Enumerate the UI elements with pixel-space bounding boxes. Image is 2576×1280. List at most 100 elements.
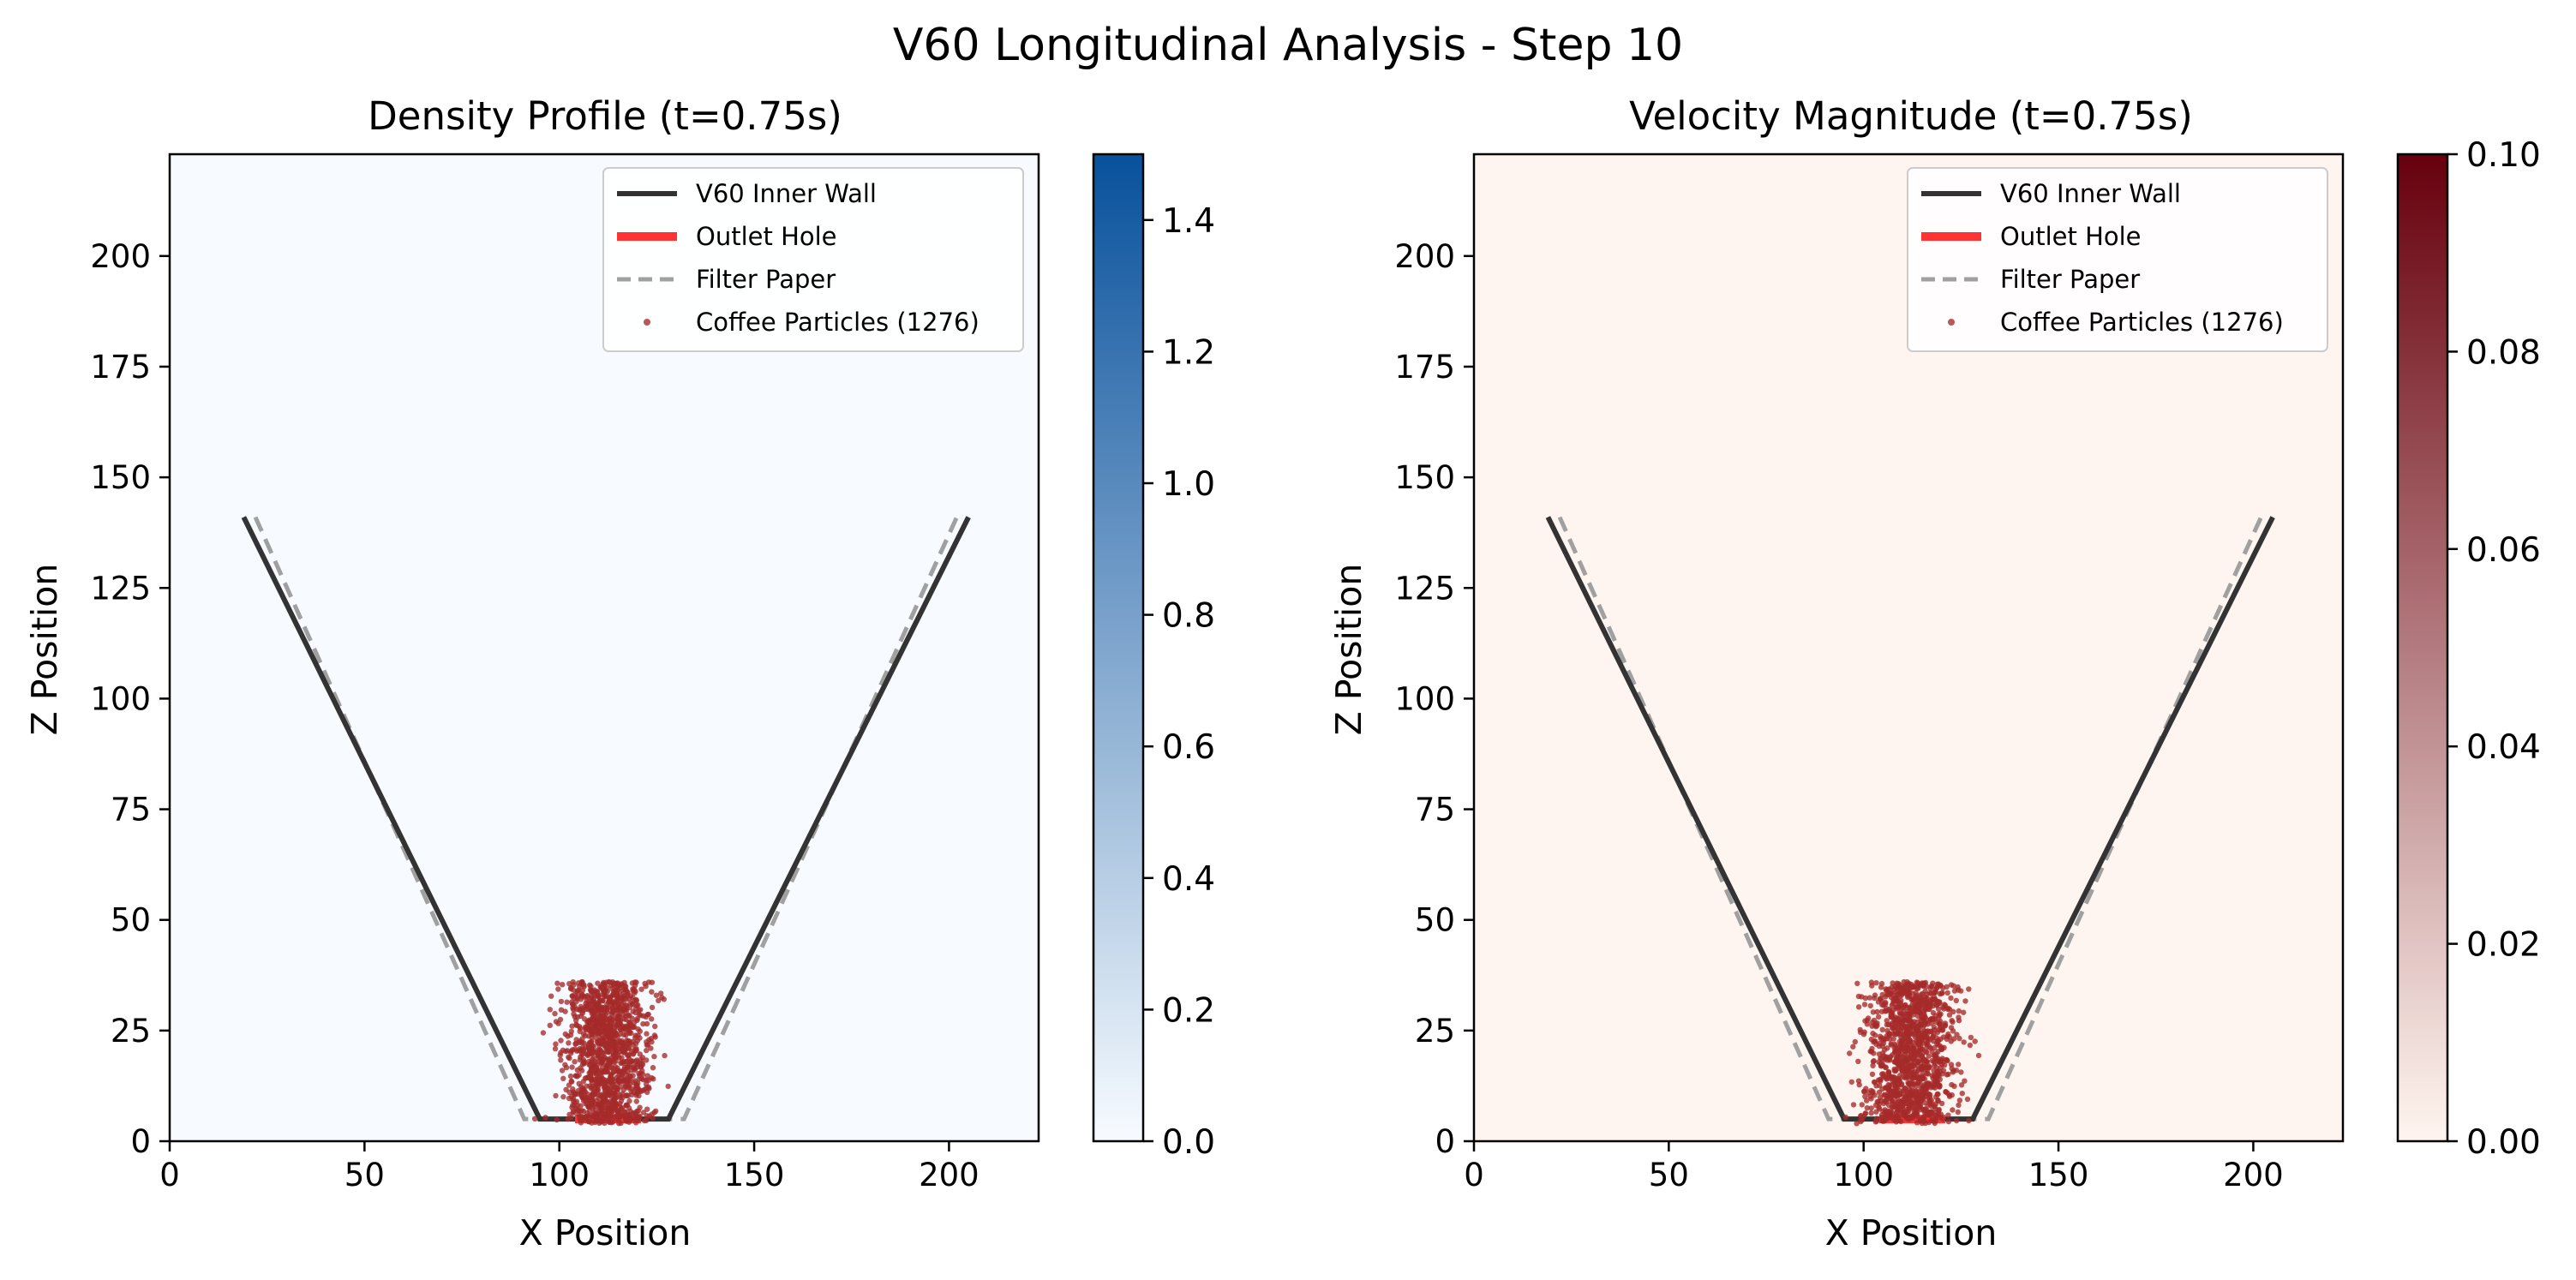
- density-particle-point: [600, 998, 606, 1004]
- velocity-particle-point: [1891, 1031, 1897, 1038]
- velocity-particle-point: [1861, 1002, 1868, 1008]
- velocity-particle-point: [1876, 1104, 1882, 1110]
- velocity-particle-point: [1887, 1075, 1893, 1082]
- velocity-particle-point: [1888, 1042, 1895, 1048]
- velocity-particle-point: [1867, 1002, 1873, 1009]
- velocity-particle-point: [1873, 1109, 1879, 1115]
- density-particle-point: [649, 1004, 656, 1011]
- velocity-particle-point: [1914, 1058, 1921, 1065]
- velocity-particle-point: [1930, 1016, 1936, 1022]
- density-particle-point: [625, 1092, 632, 1099]
- velocity-particle-point: [1964, 1096, 1971, 1103]
- density-particle-point: [625, 1081, 631, 1088]
- density-colorbar-tick-label: 0.4: [1162, 860, 1215, 899]
- density-particle-point: [600, 1076, 607, 1083]
- density-y-tick-label: 25: [111, 1013, 151, 1050]
- density-colorbar: [1092, 153, 1145, 1143]
- density-particle-point: [569, 1023, 575, 1029]
- velocity-particle-point: [1902, 1100, 1908, 1107]
- velocity-particle-point: [1919, 1067, 1925, 1073]
- velocity-x-tick-label: 200: [2223, 1157, 2284, 1193]
- velocity-particle-point: [1891, 1103, 1898, 1109]
- velocity-particle-point: [1907, 1014, 1913, 1021]
- density-particle-point: [635, 1026, 641, 1032]
- velocity-particle-point: [1900, 1063, 1906, 1070]
- velocity-particle-point: [1928, 1109, 1934, 1115]
- density-particle-point: [651, 1054, 657, 1060]
- velocity-particle-point: [1921, 1022, 1927, 1028]
- velocity-particle-point: [1893, 1068, 1899, 1074]
- velocity-particle-point: [1855, 1004, 1862, 1010]
- velocity-particle-point: [1953, 997, 1959, 1004]
- density-particle-point: [632, 1046, 638, 1053]
- density-particle-point: [619, 1106, 625, 1112]
- velocity-particle-point: [1919, 998, 1925, 1004]
- velocity-particle-point: [1862, 1093, 1868, 1100]
- velocity-particle-point: [1954, 1032, 1960, 1038]
- density-particle-point: [563, 1064, 570, 1071]
- density-particle-point: [602, 1008, 608, 1014]
- velocity-particle-point: [1891, 1017, 1897, 1023]
- density-particle-point: [587, 1039, 593, 1045]
- density-particle-point: [568, 1078, 574, 1085]
- density-particle-point: [610, 1108, 617, 1114]
- density-particle-point: [569, 1064, 575, 1070]
- velocity-particle-point: [1900, 1040, 1906, 1047]
- density-particle-point: [619, 1001, 625, 1008]
- velocity-particle-point: [1907, 1063, 1913, 1069]
- density-particle-point: [547, 1022, 553, 1029]
- velocity-particle-point: [1871, 1058, 1877, 1064]
- density-particle-point: [596, 1074, 602, 1080]
- velocity-particle-point: [1915, 1062, 1921, 1068]
- density-particle-point: [605, 1023, 611, 1029]
- velocity-particle-point: [1884, 988, 1890, 994]
- velocity-particle-point: [1914, 1032, 1920, 1038]
- density-particle-point: [608, 1092, 614, 1098]
- velocity-particle-point: [1859, 1102, 1865, 1108]
- density-particle-point: [578, 1087, 585, 1094]
- density-particle-point: [598, 1018, 604, 1025]
- density-particle-point: [638, 986, 644, 992]
- density-particle-point: [564, 999, 570, 1005]
- density-particle-point: [552, 1045, 559, 1052]
- velocity-particle-point: [1892, 1074, 1898, 1081]
- density-particle-point: [609, 985, 615, 992]
- density-particle-point: [629, 1001, 635, 1008]
- velocity-particle-point: [1936, 1026, 1942, 1033]
- density-particle-point: [643, 1014, 649, 1020]
- velocity-particle-point: [1966, 986, 1972, 992]
- density-particle-point: [573, 1041, 579, 1047]
- density-particle-point: [644, 1031, 650, 1037]
- density-particle-point: [634, 1038, 641, 1044]
- velocity-particle-point: [1949, 1081, 1955, 1088]
- velocity-particle-point: [1950, 1107, 1956, 1113]
- density-particle-point: [632, 1032, 638, 1038]
- density-particle-point: [623, 1102, 630, 1108]
- density-particle-point: [621, 1016, 627, 1022]
- velocity-particle-point: [1903, 990, 1909, 997]
- density-particle-point: [602, 1069, 609, 1075]
- density-particle-point: [636, 1076, 643, 1082]
- density-particle-point: [623, 996, 629, 1002]
- velocity-y-tick-label: 125: [1394, 570, 1455, 607]
- velocity-particle-point: [1934, 1038, 1941, 1044]
- velocity-particle-point: [1975, 1052, 1982, 1059]
- density-particle-point: [553, 1019, 560, 1025]
- density-particle-point: [584, 997, 590, 1004]
- velocity-particle-point: [1946, 1012, 1953, 1018]
- velocity-particle-point: [1902, 1051, 1908, 1057]
- density-particle-point: [653, 1108, 659, 1115]
- velocity-y-tick-label: 50: [1415, 902, 1455, 939]
- density-particle-point: [644, 1106, 650, 1112]
- density-particle-point: [566, 1040, 572, 1046]
- density-y-tick-label: 75: [111, 792, 151, 828]
- density-particle-point: [555, 986, 561, 992]
- velocity-particle-point: [1884, 1027, 1890, 1034]
- density-particle-point: [632, 1110, 638, 1116]
- velocity-particle-point: [1926, 1044, 1932, 1050]
- velocity-particle-point: [1878, 1078, 1884, 1085]
- velocity-particle-point: [1889, 1115, 1895, 1121]
- velocity-particle-point: [1850, 1102, 1857, 1108]
- density-particle-point: [631, 986, 638, 992]
- velocity-particle-point: [1896, 1091, 1902, 1098]
